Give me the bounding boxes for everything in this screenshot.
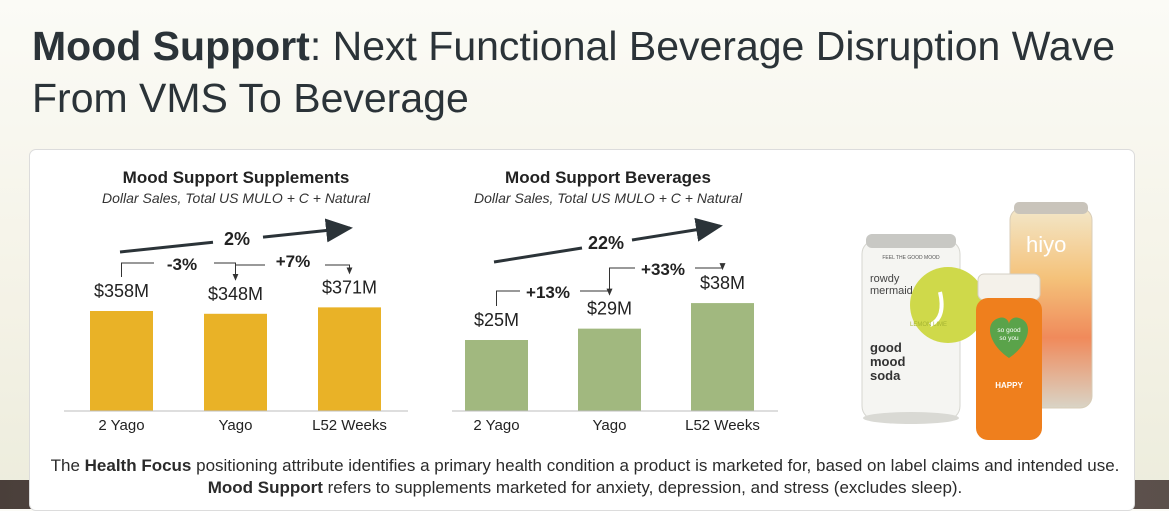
overall-change-label: 2% bbox=[224, 229, 250, 249]
change-bracket-right bbox=[580, 288, 613, 296]
bottle-brand-2: so you bbox=[999, 335, 1019, 342]
chart-beverages: $25M 2 Yago $29M Yago $38M L52 Weeks 22% +13% +3… bbox=[452, 217, 778, 434]
change-bracket-right bbox=[695, 263, 726, 271]
value-label: $348M bbox=[208, 284, 263, 304]
change-bracket-left bbox=[235, 264, 265, 280]
category-label: L52 Weeks bbox=[685, 417, 760, 434]
value-label: $371M bbox=[322, 277, 377, 297]
bottle-name: HAPPY bbox=[995, 381, 1023, 390]
title-bold: Mood Support bbox=[32, 23, 310, 69]
footnote-bold-2: Mood Support bbox=[207, 478, 323, 497]
page-title: Mood Support: Next Functional Beverage D… bbox=[32, 20, 1132, 124]
product-images: FEEL THE GOOD MOOD rowdy mermaid LEMON L… bbox=[861, 202, 1093, 440]
value-label: $358M bbox=[94, 281, 149, 301]
chart-supplements-title: Mood Support Supplements bbox=[122, 168, 350, 187]
change-bracket-right bbox=[325, 264, 353, 275]
period-change-label: +13% bbox=[526, 283, 570, 302]
can1-name: good bbox=[870, 340, 902, 355]
footnote-text-2: positioning attribute identifies a prima… bbox=[191, 456, 1120, 475]
bar-supplements-2 bbox=[318, 307, 381, 411]
value-label: $38M bbox=[700, 273, 745, 293]
change-bracket-left bbox=[609, 267, 635, 295]
chart-beverages-title: Mood Support Beverages bbox=[505, 168, 711, 187]
trend-arrow-left bbox=[493, 246, 583, 264]
bar-supplements-0 bbox=[90, 311, 153, 411]
period-change-label: +7% bbox=[276, 252, 311, 271]
can1-brand: rowdy bbox=[870, 273, 900, 285]
bottle-brand: so good bbox=[997, 327, 1021, 334]
period-change-label: -3% bbox=[167, 255, 197, 274]
so-good-so-you-bottle: so good so you HAPPY bbox=[976, 273, 1042, 440]
can1-name-3: soda bbox=[870, 368, 901, 383]
chart-supplements: $358M 2 Yago $348M Yago $371M L52 Weeks 2% -3% +… bbox=[64, 218, 408, 434]
can1-brand-2: mermaid bbox=[870, 285, 913, 297]
value-label: $29M bbox=[587, 299, 632, 319]
heart-icon bbox=[989, 317, 1029, 358]
overall-change-label: 22% bbox=[588, 233, 624, 253]
footnote: The Health Focus positioning attribute i… bbox=[40, 455, 1130, 499]
bar-beverages-1 bbox=[578, 328, 641, 411]
category-label: 2 Yago bbox=[98, 417, 144, 434]
can2-brand: hiyo bbox=[1026, 232, 1066, 257]
bar-supplements-1 bbox=[204, 313, 267, 411]
trend-arrow-left bbox=[119, 240, 214, 254]
lime-circle-icon bbox=[910, 267, 986, 343]
can1-flavor: LEMON LIME bbox=[910, 322, 947, 328]
category-label: L52 Weeks bbox=[312, 417, 387, 434]
category-label: 2 Yago bbox=[473, 417, 519, 434]
value-label: $25M bbox=[474, 310, 519, 330]
period-change-label: +33% bbox=[641, 260, 685, 279]
bar-beverages-0 bbox=[465, 340, 528, 411]
rowdy-mermaid-can: FEEL THE GOOD MOOD rowdy mermaid LEMON L… bbox=[861, 234, 986, 424]
footnote-bold-1: Health Focus bbox=[84, 456, 192, 475]
footnote-text-1: The bbox=[50, 456, 85, 475]
category-label: Yago bbox=[593, 417, 627, 434]
bar-beverages-2 bbox=[691, 303, 754, 411]
change-bracket-left bbox=[496, 290, 520, 306]
trend-arrow-right bbox=[262, 218, 353, 243]
can1-name-2: mood bbox=[870, 354, 905, 369]
can1-top: FEEL THE GOOD MOOD bbox=[882, 255, 940, 261]
chart-beverages-subtitle: Dollar Sales, Total US MULO + C + Natura… bbox=[474, 190, 742, 206]
footnote-text-3: refers to supplements marketed for anxie… bbox=[322, 478, 963, 497]
change-bracket-left bbox=[121, 262, 154, 277]
change-bracket-right bbox=[214, 262, 239, 281]
trend-arrow-right bbox=[631, 217, 723, 242]
category-label: Yago bbox=[219, 417, 253, 434]
chart-supplements-subtitle: Dollar Sales, Total US MULO + C + Natura… bbox=[102, 190, 370, 206]
title-rest: : Next Functional Beverage Disruption Wa… bbox=[32, 23, 1115, 121]
